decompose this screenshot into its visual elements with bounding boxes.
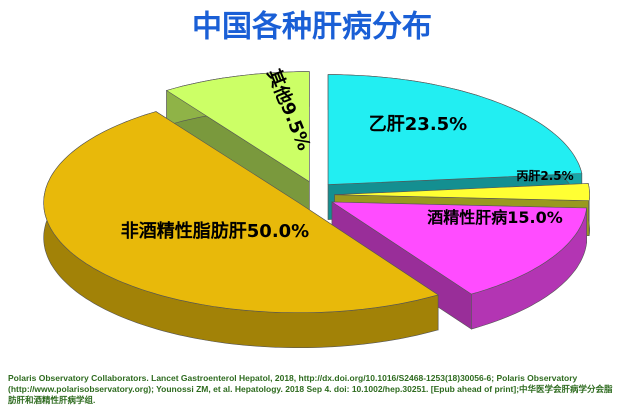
slice-label: 非酒精性脂肪肝50.0% bbox=[121, 220, 309, 242]
slice-label: 乙肝23.5% bbox=[369, 114, 467, 135]
slice bbox=[165, 71, 310, 183]
slice-category: 丙肝 bbox=[516, 168, 540, 183]
slice-label: 酒精性肝病15.0% bbox=[427, 208, 563, 227]
slice bbox=[327, 74, 583, 185]
slice-value-label: 23.5% bbox=[405, 114, 467, 135]
slice bbox=[334, 183, 590, 202]
slice-category: 酒精性肝病 bbox=[427, 208, 507, 227]
slice-category: 非酒精性脂肪肝 bbox=[121, 220, 247, 242]
slice-value-label: 2.5% bbox=[540, 169, 573, 183]
slice-category: 乙肝 bbox=[369, 114, 405, 135]
source-note: Polaris Observatory Collaborators. Lance… bbox=[8, 373, 613, 405]
chart: 中国各种肝病分布 乙肝23.5% 丙肝2.5% 酒精性肝病15.0% 非酒精性脂肪肝5… bbox=[43, 10, 590, 348]
slice-value-label: 50.0% bbox=[247, 221, 309, 242]
slice bbox=[43, 111, 439, 313]
slice-value-label: 15.0% bbox=[507, 208, 563, 227]
slice bbox=[330, 201, 587, 295]
chart-title: 中国各种肝病分布 bbox=[192, 10, 432, 45]
slice-label: 丙肝2.5% bbox=[516, 168, 573, 183]
